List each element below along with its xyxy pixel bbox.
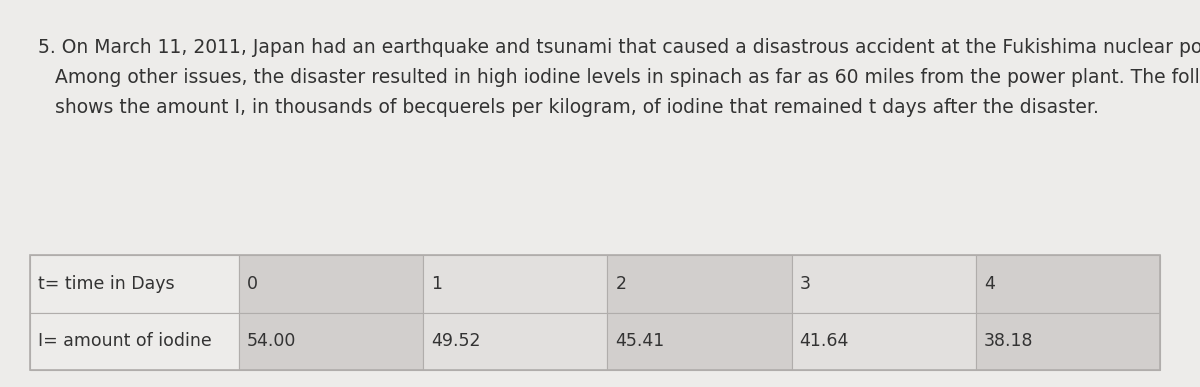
Text: I= amount of iodine: I= amount of iodine [38, 332, 211, 350]
Bar [607, 312, 792, 370]
Bar [607, 255, 792, 312]
Bar [30, 312, 239, 370]
Bar [30, 255, 1160, 370]
Text: shows the amount I, in thousands of becquerels per kilogram, of iodine that rema: shows the amount I, in thousands of becq… [55, 98, 1099, 117]
Text: 45.41: 45.41 [616, 332, 665, 350]
Bar [792, 255, 976, 312]
Bar [30, 255, 239, 312]
Bar [792, 312, 976, 370]
Text: t= time in Days: t= time in Days [38, 275, 175, 293]
Text: 2: 2 [616, 275, 626, 293]
Bar [239, 312, 424, 370]
Text: 1: 1 [431, 275, 443, 293]
Text: 0: 0 [247, 275, 258, 293]
Bar [976, 312, 1160, 370]
Text: 4: 4 [984, 275, 995, 293]
Bar [976, 255, 1160, 312]
Text: 54.00: 54.00 [247, 332, 296, 350]
Text: 41.64: 41.64 [799, 332, 848, 350]
Bar [424, 255, 607, 312]
Text: 38.18: 38.18 [984, 332, 1033, 350]
Bar [424, 312, 607, 370]
Text: 5. On March 11, 2011, Japan had an earthquake and tsunami that caused a disastro: 5. On March 11, 2011, Japan had an earth… [38, 38, 1200, 57]
Text: 49.52: 49.52 [431, 332, 481, 350]
Bar [239, 255, 424, 312]
Text: Among other issues, the disaster resulted in high iodine levels in spinach as fa: Among other issues, the disaster resulte… [55, 68, 1200, 87]
Text: 3: 3 [799, 275, 811, 293]
